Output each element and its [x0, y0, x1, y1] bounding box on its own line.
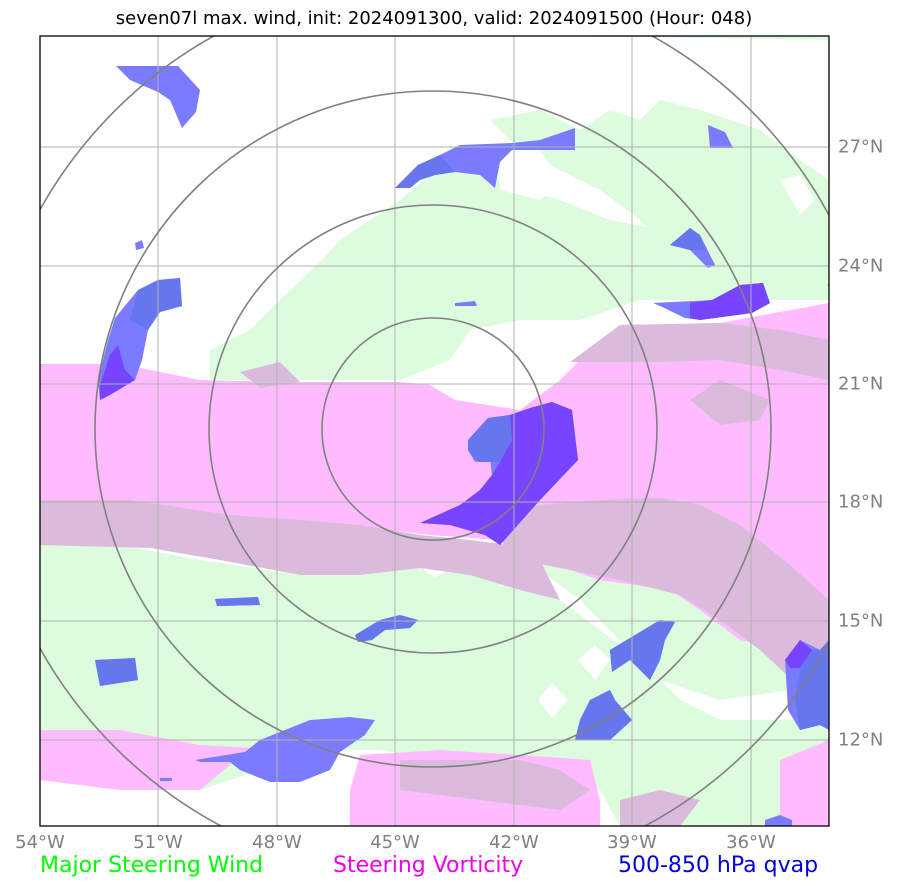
- lat-tick-label: 21°N: [838, 373, 884, 395]
- legend-steering-wind: Major Steering Wind: [40, 853, 264, 878]
- qvap-wind-overlap: [95, 155, 829, 740]
- vorticity-wind-overlap: [40, 323, 829, 826]
- lat-tick-label: 18°N: [838, 491, 884, 513]
- map-title: seven07l max. wind, init: 2024091300, va…: [115, 8, 753, 29]
- lat-tick-label: 27°N: [838, 136, 884, 158]
- lon-tick-label: 42°W: [489, 832, 539, 853]
- lon-tick-label: 48°W: [252, 832, 302, 853]
- legend-steering-vorticity: Steering Vorticity: [333, 853, 524, 878]
- range-rings: [40, 36, 829, 826]
- lat-tick-label: 24°N: [838, 255, 884, 277]
- lon-tick-label: 36°W: [726, 832, 776, 853]
- lat-tick-label: 12°N: [838, 729, 884, 751]
- lon-tick-label: 45°W: [370, 832, 420, 853]
- lat-lon-gridlines: [40, 36, 829, 826]
- lon-tick-label: 51°W: [133, 832, 183, 853]
- lon-tick-label: 54°W: [15, 832, 65, 853]
- legend-qvap: 500-850 hPa qvap: [618, 853, 819, 878]
- lon-tick-label: 39°W: [607, 832, 657, 853]
- lat-tick-label: 15°N: [838, 610, 884, 632]
